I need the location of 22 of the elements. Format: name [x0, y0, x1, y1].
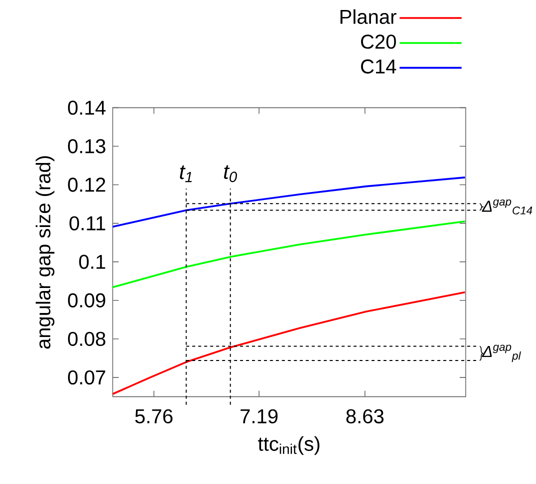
legend-label: Planar — [340, 9, 396, 24]
line-series — [112, 291, 466, 395]
line-series — [112, 220, 466, 288]
ref-line-label: t$_{1}$ — [180, 165, 192, 182]
legend-label: C20 — [361, 34, 396, 49]
text: Δ$^{gap}$C14 — [482, 199, 532, 214]
text: Δ$^{gap}$pl — [482, 344, 521, 362]
legend-label: C14 — [361, 59, 396, 74]
x-axis-title: ttc$_{init}$(s) — [258, 436, 320, 455]
y-tick-label: 0.08 — [68, 332, 106, 346]
x-tick-label: 8.63 — [346, 409, 384, 424]
y-tick-label: 0.14 — [68, 100, 106, 115]
y-tick-label: 0.09 — [68, 293, 106, 308]
x-tick-label: 5.76 — [135, 409, 172, 424]
y-tick-label: 0.12 — [68, 178, 106, 192]
y-tick-label: 0.13 — [68, 139, 106, 154]
ref-line-label: t$_{0}$ — [224, 165, 238, 182]
y-tick-label: 0.07 — [68, 370, 106, 385]
x-tick-label: 7.19 — [240, 409, 278, 424]
y-tick-label: 0.11 — [70, 216, 106, 230]
y-tick-label: 0.1 — [79, 254, 106, 269]
y-axis-title: angular gap size (rad) — [36, 156, 54, 349]
